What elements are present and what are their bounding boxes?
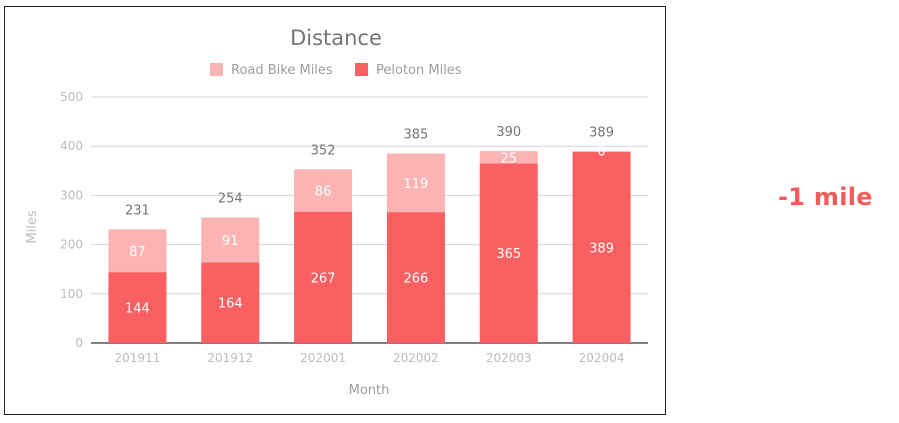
chart-legend: Road Bike Miles Peloton Miles <box>210 63 462 78</box>
bar-peloton-201912[interactable] <box>201 262 260 343</box>
y-tick-label: 0 <box>75 336 83 350</box>
data-label-road-bike: 25 <box>500 151 517 166</box>
x-axis-label: Month <box>349 383 390 398</box>
data-label-peloton: 389 <box>589 241 614 256</box>
y-tick-label: 200 <box>60 238 83 252</box>
legend-item-peloton[interactable]: Peloton Miles <box>355 63 462 78</box>
data-label-peloton: 266 <box>404 272 429 287</box>
x-tick-label: 202003 <box>486 351 532 365</box>
data-label-peloton: 144 <box>125 302 150 317</box>
bar-peloton-202003[interactable] <box>479 163 538 343</box>
bar-road-bike-201911[interactable] <box>108 229 167 273</box>
legend-label-road-bike: Road Bike Miles <box>231 63 333 78</box>
legend-swatch-peloton <box>355 63 368 76</box>
data-label-road-bike: 119 <box>404 177 429 192</box>
bar-road-bike-202003[interactable] <box>479 151 538 164</box>
y-tick-label: 100 <box>60 287 83 301</box>
data-label-peloton: 267 <box>311 271 336 286</box>
x-tick-label: 202001 <box>300 351 346 365</box>
x-tick-label: 202002 <box>393 351 439 365</box>
data-label-peloton: 164 <box>218 297 243 312</box>
bar-road-bike-202001[interactable] <box>294 169 353 212</box>
chart-title: Distance <box>290 26 382 50</box>
data-label-road-bike: 91 <box>222 234 239 249</box>
bar-peloton-202004[interactable] <box>572 151 631 343</box>
y-tick-label: 500 <box>60 90 83 104</box>
total-label: 389 <box>589 126 614 141</box>
total-label: 254 <box>218 192 243 207</box>
total-label: 352 <box>311 143 336 158</box>
distance-chart-panel: 0 100 200 300 400 500 144 87 231 201911 164 91 254 20… <box>4 6 666 415</box>
y-tick-label: 400 <box>60 139 83 153</box>
legend-swatch-road-bike <box>210 63 223 76</box>
data-label-road-bike: 87 <box>129 245 146 260</box>
bar-road-bike-202002[interactable] <box>386 153 445 213</box>
legend-label-peloton: Peloton Miles <box>376 63 462 78</box>
x-tick-label: 201911 <box>115 351 161 365</box>
total-label: 231 <box>125 203 150 218</box>
x-tick-label: 201912 <box>207 351 253 365</box>
y-axis-label: Miles <box>25 210 40 243</box>
total-label: 390 <box>496 125 521 140</box>
data-label-road-bike: 0 <box>597 145 605 160</box>
bar-peloton-202002[interactable] <box>386 212 445 343</box>
bar-peloton-201911[interactable] <box>108 272 167 343</box>
total-label: 385 <box>404 128 429 143</box>
legend-item-road-bike[interactable]: Road Bike Miles <box>210 63 333 78</box>
delta-callout: -1 mile <box>778 183 873 211</box>
distance-chart: 0 100 200 300 400 500 144 87 231 201911 164 91 254 20… <box>25 26 648 398</box>
bar-road-bike-201912[interactable] <box>201 217 260 263</box>
x-tick-label: 202004 <box>579 351 625 365</box>
data-label-peloton: 365 <box>496 247 521 262</box>
bar-peloton-202001[interactable] <box>294 211 353 343</box>
y-tick-label: 300 <box>60 188 83 202</box>
data-label-road-bike: 86 <box>315 184 332 199</box>
